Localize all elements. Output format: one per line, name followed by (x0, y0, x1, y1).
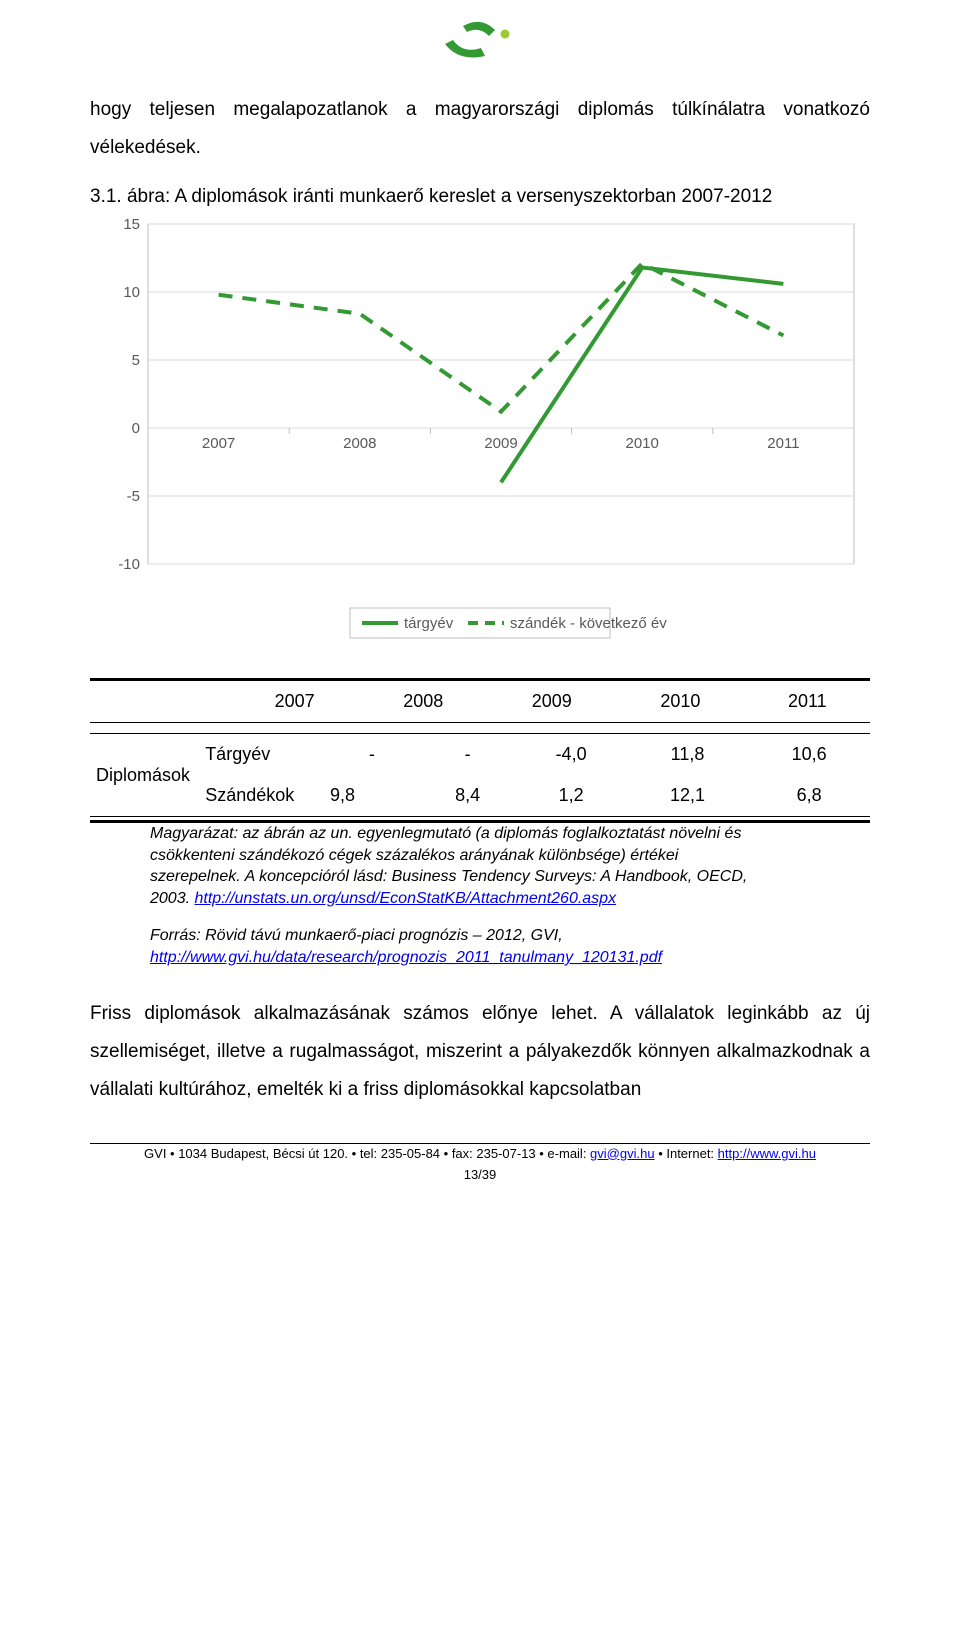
logo-dot (501, 30, 510, 39)
data-table: Diplomások Tárgyév ---4,011,810,6 Szándé… (90, 734, 870, 816)
table-cell: -4,0 (515, 734, 626, 775)
svg-text:-10: -10 (118, 556, 140, 573)
group-label: Diplomások (90, 734, 199, 816)
table-cell: 10,6 (748, 734, 870, 775)
row-label: Szándékok (199, 775, 324, 816)
svg-text:2009: 2009 (484, 435, 517, 452)
header-logo (90, 0, 870, 72)
table-rule-mid-3 (90, 816, 870, 817)
table-cell: 1,2 (515, 775, 626, 816)
page-footer: GVI • 1034 Budapest, Bécsi út 120. • tel… (90, 1144, 870, 1161)
svg-text:10: 10 (123, 284, 140, 301)
conclusion-paragraph: Friss diplomások alkalmazásának számos e… (90, 995, 870, 1109)
footer-email[interactable]: gvi@gvi.hu (590, 1146, 655, 1161)
svg-text:0: 0 (132, 420, 140, 437)
table-cell: 12,1 (627, 775, 749, 816)
year-header: 2011 (745, 681, 870, 722)
svg-text:2008: 2008 (343, 435, 376, 452)
logo-arc-bottom (445, 40, 485, 58)
note-link[interactable]: http://unstats.un.org/unsd/EconStatKB/At… (194, 890, 616, 907)
table-cell: 6,8 (748, 775, 870, 816)
svg-text:15: 15 (123, 216, 140, 233)
table-cell: - (324, 734, 420, 775)
footer-url[interactable]: http://www.gvi.hu (718, 1146, 816, 1161)
intro-paragraph: hogy teljesen megalapozatlanok a magyaro… (90, 91, 870, 167)
logo-arc-top (463, 22, 495, 36)
svg-text:2010: 2010 (626, 435, 659, 452)
footer-text: GVI • 1034 Budapest, Bécsi út 120. • tel… (144, 1146, 590, 1161)
year-header: 2007 (230, 681, 359, 722)
line-chart: -10 -5 0 5 10 15 2007 2008 2009 2010 2011 tárgyév sz… (100, 216, 860, 656)
year-header: 2008 (359, 681, 488, 722)
row-label: Tárgyév (199, 734, 324, 775)
year-header: 2010 (616, 681, 745, 722)
svg-text:szándék - következő év: szándék - következő év (510, 615, 667, 632)
svg-text:-5: -5 (127, 488, 140, 505)
svg-text:5: 5 (132, 352, 140, 369)
source-text: Forrás: Rövid távú munkaerő-piaci prognó… (150, 927, 563, 944)
figure-caption: 3.1. ábra: A diplomások iránti munkaerő … (90, 186, 870, 208)
table-cell: 11,8 (627, 734, 749, 775)
svg-text:2011: 2011 (767, 435, 799, 452)
figure-notes: Magyarázat: az ábrán az un. egyenlegmuta… (150, 823, 760, 969)
svg-text:2007: 2007 (202, 435, 235, 452)
table-cell: 8,4 (420, 775, 516, 816)
year-header-table: 20072008200920102011 (90, 681, 870, 722)
year-header: 2009 (488, 681, 617, 722)
page-number: 13/39 (90, 1161, 870, 1202)
table-cell: 9,8 (324, 775, 420, 816)
source-link[interactable]: http://www.gvi.hu/data/research/prognozi… (150, 949, 662, 966)
table-cell: - (420, 734, 516, 775)
footer-mid: • Internet: (658, 1146, 717, 1161)
svg-text:tárgyév: tárgyév (404, 615, 454, 632)
